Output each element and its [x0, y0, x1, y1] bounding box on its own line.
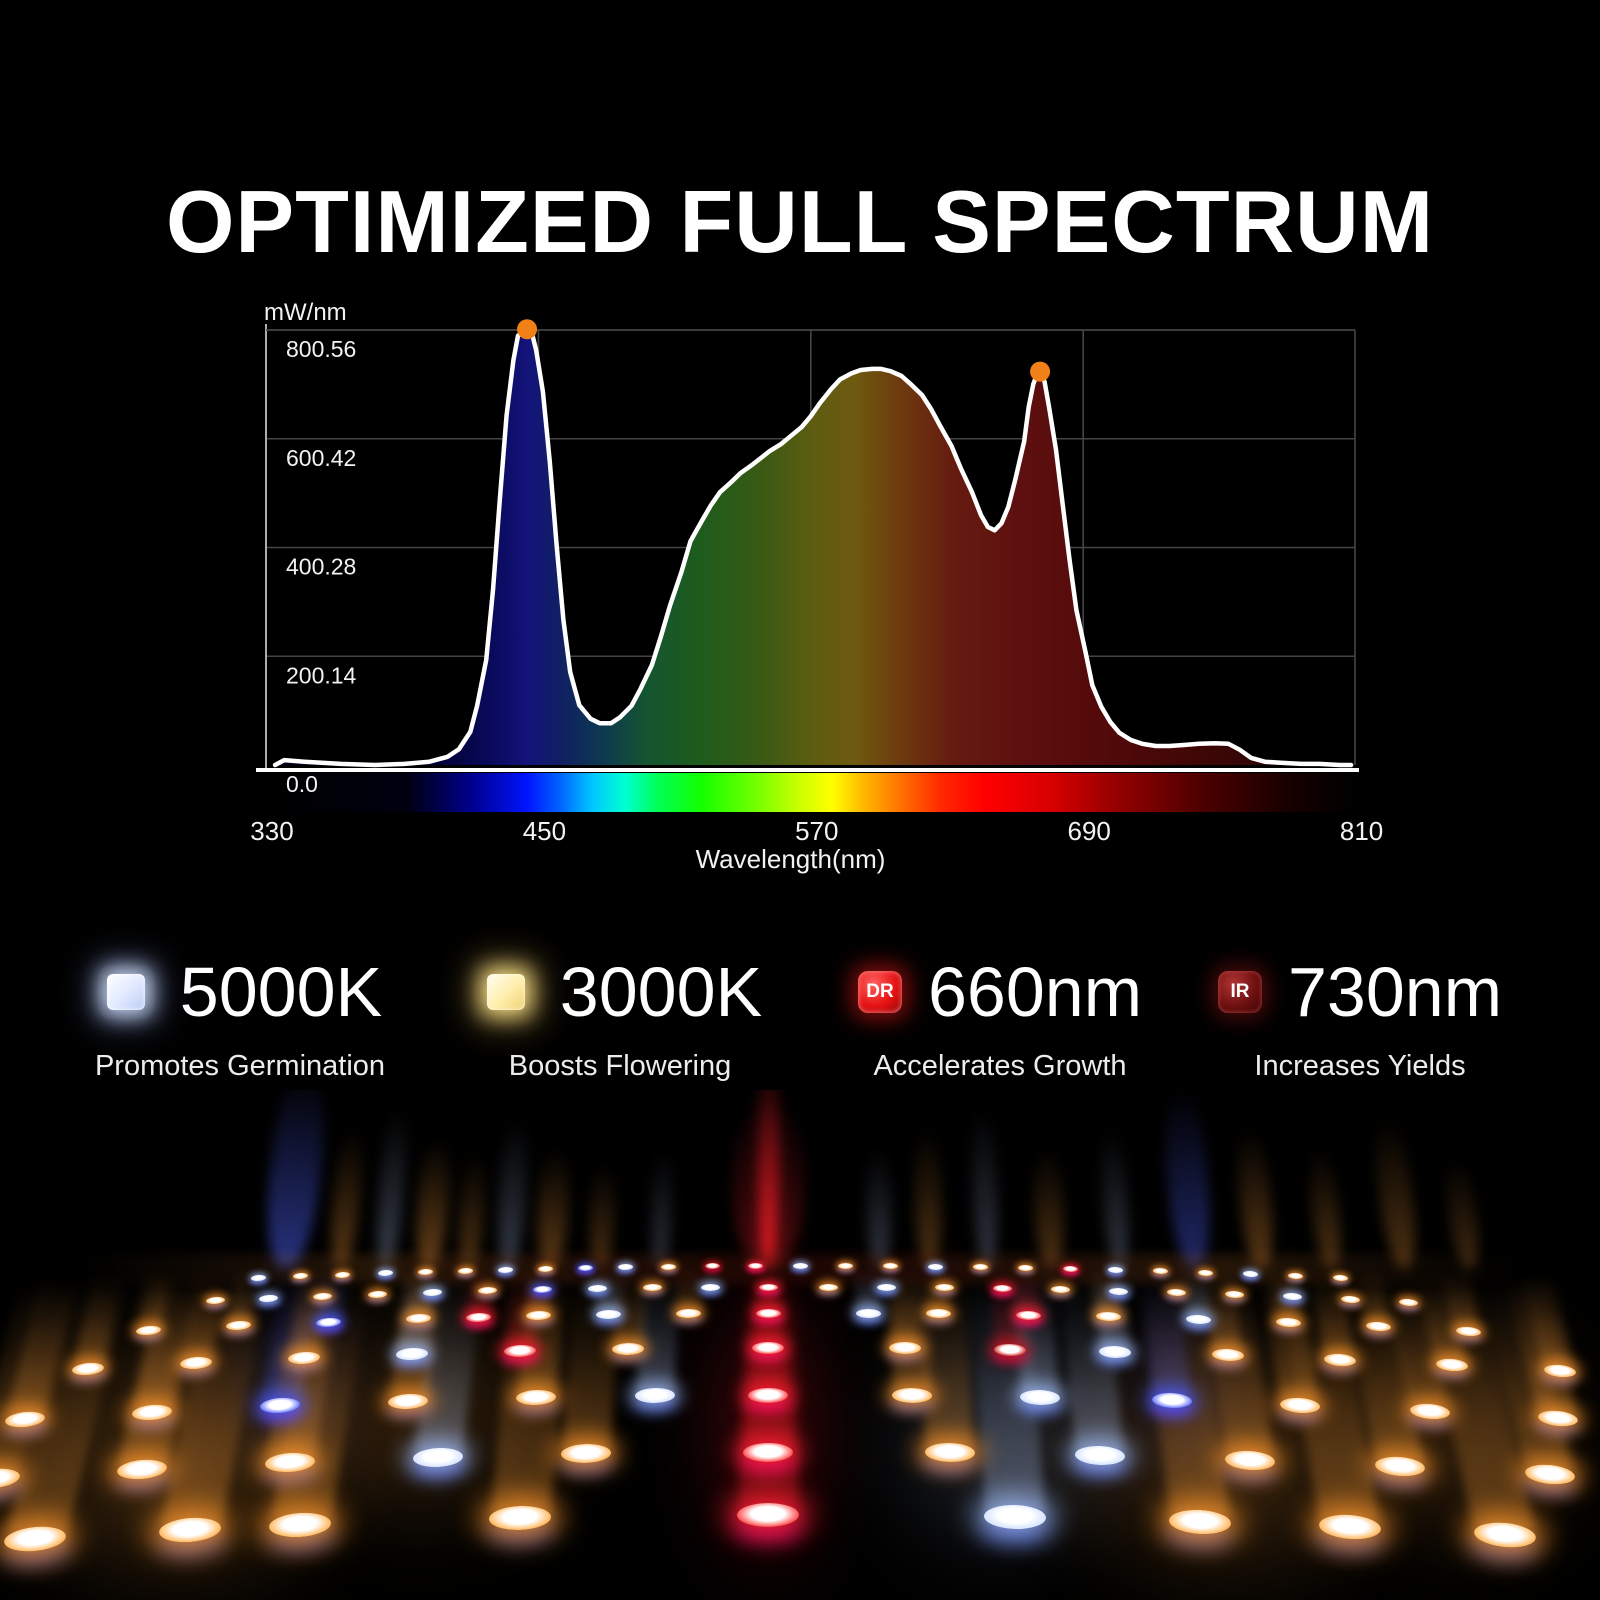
feature-5000k: 5000K Promotes Germination: [50, 946, 430, 1083]
feature-value: 3000K: [559, 953, 763, 1031]
light-beam: [969, 1107, 1000, 1269]
svg-text:570: 570: [795, 816, 838, 846]
led-dot: [334, 1271, 350, 1278]
led-dot: [927, 1263, 943, 1270]
svg-text:mW/nm: mW/nm: [264, 299, 347, 326]
light-beam: [495, 1117, 531, 1269]
led-dot: [1108, 1287, 1128, 1296]
led-dot: [577, 1264, 593, 1272]
svg-text:450: 450: [523, 816, 566, 846]
light-beam: [260, 1090, 332, 1271]
light-beam: [588, 1162, 617, 1269]
led-light-column: [562, 1266, 623, 1456]
feature-description: Accelerates Growth: [873, 1050, 1127, 1082]
light-beam: [1233, 1127, 1277, 1270]
led-dot: [537, 1265, 553, 1272]
led-dot: [634, 1387, 676, 1404]
led-dot: [855, 1308, 881, 1318]
feature-description: Promotes Germination: [94, 1050, 386, 1082]
light-beam: [650, 1147, 674, 1269]
light-beam: [1370, 1117, 1421, 1271]
led-dot: [742, 1442, 794, 1462]
feature-value: 660nm: [927, 953, 1143, 1031]
led-dot: [876, 1283, 896, 1291]
floor-glow: [850, 1290, 1150, 1590]
svg-text:800.56: 800.56: [286, 336, 356, 362]
warm-led-icon: [477, 965, 534, 1019]
svg-text:0.0: 0.0: [286, 771, 318, 797]
deep-red-led-icon: DR: [857, 971, 902, 1013]
feature-description: Increases Yields: [1254, 1050, 1466, 1082]
led-dot: [560, 1443, 612, 1465]
svg-text:400.28: 400.28: [286, 554, 356, 580]
led-dot: [488, 1504, 552, 1532]
led-dot: [837, 1263, 853, 1270]
feature-description: Boosts Flowering: [508, 1050, 732, 1082]
svg-text:330: 330: [250, 816, 293, 846]
led-dot: [1197, 1269, 1213, 1277]
led-dot: [675, 1308, 701, 1319]
light-beam: [1098, 1127, 1132, 1269]
light-beam: [413, 1137, 454, 1270]
light-beam: [865, 1147, 892, 1269]
feature-value: 5000K: [179, 953, 383, 1031]
led-dot: [457, 1267, 473, 1274]
light-beam: [1160, 1090, 1215, 1270]
light-beam: [373, 1107, 411, 1270]
light-beam: [535, 1147, 572, 1269]
svg-text:Wavelength(nm): Wavelength(nm): [696, 844, 886, 874]
light-beam: [913, 1127, 943, 1269]
led-dot: [700, 1283, 720, 1291]
light-beam: [1305, 1147, 1345, 1270]
svg-text:200.14: 200.14: [286, 662, 357, 688]
page-title: OPTIMIZED FULL SPECTRUM: [165, 171, 1435, 271]
floor-glow: [0, 1300, 390, 1600]
led-dot: [747, 1387, 789, 1403]
led-dot: [497, 1266, 513, 1273]
led-dot: [891, 1387, 933, 1404]
light-beam: [1441, 1157, 1483, 1270]
led-dot: [755, 1308, 781, 1318]
led-light-column: [917, 1267, 974, 1455]
infrared-led-icon: IR: [1217, 971, 1262, 1013]
feature-3000k: 3000K Boosts Flowering: [430, 946, 810, 1083]
light-beam: [456, 1152, 488, 1269]
led-dot: [818, 1283, 838, 1291]
led-board-photo: [0, 1090, 1600, 1600]
svg-text:810: 810: [1340, 816, 1383, 846]
feature-730nm: IR 730nm Increases Yields: [1170, 946, 1550, 1083]
led-dot: [747, 1263, 763, 1270]
svg-text:690: 690: [1068, 816, 1111, 846]
svg-text:600.42: 600.42: [286, 445, 356, 471]
led-dot: [1015, 1310, 1041, 1321]
led-dot: [993, 1343, 1027, 1357]
light-beam: [733, 1097, 805, 1269]
led-dot: [758, 1283, 778, 1291]
light-beam: [1031, 1147, 1066, 1269]
horizon-haze: [80, 1254, 1520, 1284]
light-beam: [327, 1127, 367, 1270]
led-dot: [660, 1263, 676, 1270]
feature-660nm: DR 660nm Accelerates Growth: [810, 946, 1190, 1083]
floor-glow: [688, 1250, 848, 1600]
led-dot: [792, 1263, 808, 1269]
white-led-icon: [97, 965, 154, 1019]
feature-value: 730nm: [1287, 953, 1503, 1031]
led-dot: [417, 1268, 433, 1276]
